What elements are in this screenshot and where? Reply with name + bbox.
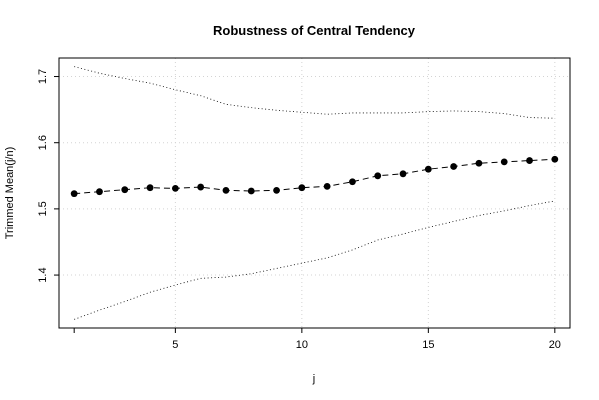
series-0-point-7: [222, 186, 230, 194]
series-0-point-8: [247, 187, 255, 195]
y-axis-label: Trimmed Mean(j/n): [4, 147, 16, 240]
y-tick-label-1.5: 1.5: [37, 201, 49, 216]
series-0-point-16: [450, 163, 458, 170]
series-0-dashed-line: [74, 158, 555, 195]
series-0-point-13: [374, 172, 382, 180]
x-tick-label-20: 20: [549, 339, 561, 351]
series-0-point-20: [551, 155, 559, 163]
series-0-point-6: [197, 183, 205, 191]
chart-title: Robustness of Central Tendency: [213, 23, 416, 38]
series-0-point-14: [399, 170, 407, 178]
y-tick-label-1.4: 1.4: [37, 267, 49, 282]
series-0-point-10: [298, 184, 306, 192]
series-0-point-12: [349, 178, 356, 186]
series-0-point-5: [171, 184, 179, 192]
series-0-point-9: [273, 186, 280, 194]
series-0-point-17: [475, 159, 483, 167]
axes: 5 10 15 20 1.4 1.5 1.6 1.7: [37, 69, 561, 351]
x-tick-label-15: 15: [422, 339, 434, 351]
x-tick-label-10: 10: [296, 339, 308, 351]
series-1-dotted-line: [74, 66, 555, 119]
y-tick-label-1.6: 1.6: [37, 135, 49, 150]
x-axis-label: j: [312, 373, 315, 385]
series-0-point-3: [121, 186, 129, 194]
series-0-point-11: [323, 182, 331, 190]
series-layer: [70, 66, 559, 320]
series-0-point-4: [146, 184, 154, 192]
grid-lines: [59, 58, 570, 328]
x-tick-label-5: 5: [172, 339, 178, 351]
y-tick-label-1.7: 1.7: [37, 69, 49, 84]
series-0-point-2: [96, 188, 103, 196]
series-2-dotted-line: [74, 200, 555, 320]
series-0-point-1: [70, 190, 78, 198]
series-0-point-15: [424, 165, 432, 173]
series-0-point-18: [500, 158, 508, 166]
series-0-point-19: [526, 157, 533, 164]
